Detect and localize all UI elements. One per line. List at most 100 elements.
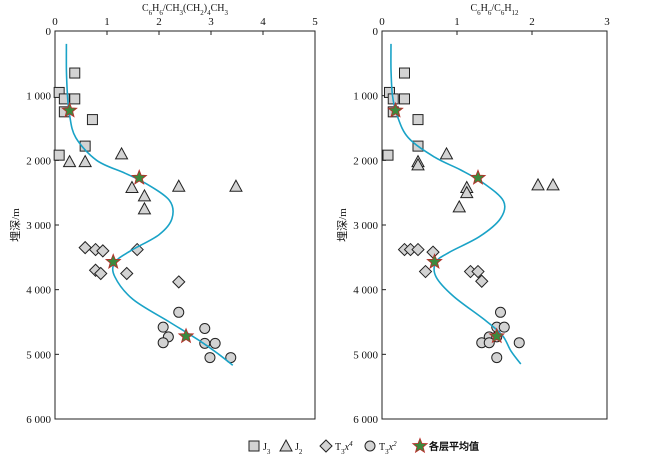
y-tick-label: 1 000 xyxy=(26,91,51,103)
data-point-triangle xyxy=(452,199,467,213)
average-star-point xyxy=(426,253,443,269)
legend-label: J2 xyxy=(295,442,303,456)
x-tick-label: 4 xyxy=(260,16,266,28)
x-tick-label: 3 xyxy=(208,16,214,28)
data-point-circle xyxy=(199,322,211,334)
data-point-diamond xyxy=(471,264,485,279)
average-star-point xyxy=(387,101,404,118)
chart-title: C6H6/CH3(CH2)4CH3 xyxy=(142,3,229,17)
data-point-square xyxy=(69,93,81,105)
data-point-square xyxy=(86,114,98,126)
y-tick-label: 2 000 xyxy=(353,155,378,167)
trend-line xyxy=(65,43,234,366)
y-tick-label: 6 000 xyxy=(353,414,378,426)
data-point-triangle xyxy=(78,154,93,168)
data-point-circle xyxy=(491,352,503,364)
data-point-diamond xyxy=(475,274,489,288)
chart-panel-2: C6H6/C6H12 0 1 2 3 0 1 000 2 000 3 000 4 000 5 000… xyxy=(336,3,610,426)
y-tick-label: 2 000 xyxy=(26,155,51,167)
data-point-diamond xyxy=(96,244,110,258)
y-axis-label: 埋深/m xyxy=(9,208,22,242)
legend-marker-circle-icon xyxy=(364,440,376,452)
chart-title: C6H6/C6H12 xyxy=(470,3,519,17)
average-star-point xyxy=(488,327,506,344)
x-tick-label: 0 xyxy=(379,16,385,28)
legend-item-diamond: T3x4 xyxy=(319,439,353,456)
y-tick-label: 1 000 xyxy=(353,91,378,103)
data-point-circle xyxy=(498,321,510,333)
data-point-diamond xyxy=(130,242,144,257)
data-point-diamond xyxy=(411,242,425,257)
x-tick-label: 1 xyxy=(104,16,110,28)
y-tick-label: 4 000 xyxy=(26,285,51,297)
data-point-circle xyxy=(173,306,185,318)
legend-item-star: 各层平均值 xyxy=(411,437,479,454)
x-tick-label: 0 xyxy=(52,16,58,28)
y-tick-label: 6 000 xyxy=(26,414,51,426)
data-point-diamond xyxy=(120,266,134,281)
data-point-square xyxy=(382,149,394,161)
average-star-point xyxy=(61,101,78,118)
data-point-square xyxy=(412,114,424,126)
y-tick-label: 0 xyxy=(373,26,379,38)
y-tick-label: 0 xyxy=(46,26,52,38)
y-axis-label: 埋深/m xyxy=(336,208,349,242)
data-point-circle xyxy=(204,352,216,364)
average-star-point xyxy=(104,253,122,269)
data-point-square xyxy=(399,93,410,105)
data-point-circle xyxy=(513,337,525,349)
plot-frame xyxy=(54,30,316,420)
legend-item-triangle: J2 xyxy=(279,438,303,456)
data-point-triangle xyxy=(229,179,243,192)
average-star-point xyxy=(130,169,148,185)
data-point-diamond xyxy=(78,240,92,255)
data-point-circle xyxy=(209,337,221,349)
data-point-diamond xyxy=(426,245,440,259)
data-point-square xyxy=(53,149,65,161)
x-tick-label: 5 xyxy=(312,16,318,28)
data-point-triangle xyxy=(62,154,77,168)
data-point-triangle xyxy=(137,188,152,202)
data-point-triangle xyxy=(439,146,454,160)
x-tick-label: 2 xyxy=(529,16,535,28)
data-point-diamond xyxy=(172,275,186,289)
y-tick-label: 5 000 xyxy=(26,349,51,361)
legend-label: T3x2 xyxy=(379,440,397,456)
chart-panel-1: C6H6/CH3(CH2)4CH3 0 1 2 3 4 5 0 1 000 2 000 3 000 4… xyxy=(9,3,318,426)
data-point-square xyxy=(69,67,81,79)
data-point-triangle xyxy=(137,201,152,215)
x-tick-label: 1 xyxy=(454,16,460,28)
data-point-circle xyxy=(483,337,495,349)
legend-item-square: J3 xyxy=(248,440,271,456)
data-point-circle xyxy=(157,337,169,349)
data-point-diamond xyxy=(418,264,433,279)
legend-marker-square-icon xyxy=(248,440,260,452)
legend-marker-triangle-icon xyxy=(279,438,293,452)
legend-item-circle: T3x2 xyxy=(364,440,397,456)
legend-marker-diamond-icon xyxy=(319,439,333,453)
legend-label: J3 xyxy=(263,442,271,456)
data-point-triangle xyxy=(411,157,425,171)
average-star-point xyxy=(177,327,195,344)
data-point-circle xyxy=(157,321,169,333)
x-tick-label: 3 xyxy=(604,16,610,28)
data-point-square xyxy=(399,67,410,79)
average-star-point xyxy=(469,169,487,185)
legend-label: 各层平均值 xyxy=(428,440,479,453)
y-tick-label: 3 000 xyxy=(26,220,51,232)
data-point-triangle xyxy=(114,146,129,160)
data-point-diamond xyxy=(94,266,108,281)
legend-marker-star-icon xyxy=(411,437,429,454)
y-tick-label: 5 000 xyxy=(353,349,378,361)
y-tick-label: 4 000 xyxy=(353,285,378,297)
legend-label: T3x4 xyxy=(335,440,353,456)
data-point-triangle xyxy=(531,177,545,191)
data-point-circle xyxy=(225,352,237,364)
data-point-triangle xyxy=(125,180,139,193)
x-tick-label: 2 xyxy=(156,16,162,28)
data-point-triangle xyxy=(459,185,474,199)
y-tick-label: 3 000 xyxy=(353,220,378,232)
data-point-triangle xyxy=(546,177,560,191)
data-point-circle xyxy=(495,306,506,318)
